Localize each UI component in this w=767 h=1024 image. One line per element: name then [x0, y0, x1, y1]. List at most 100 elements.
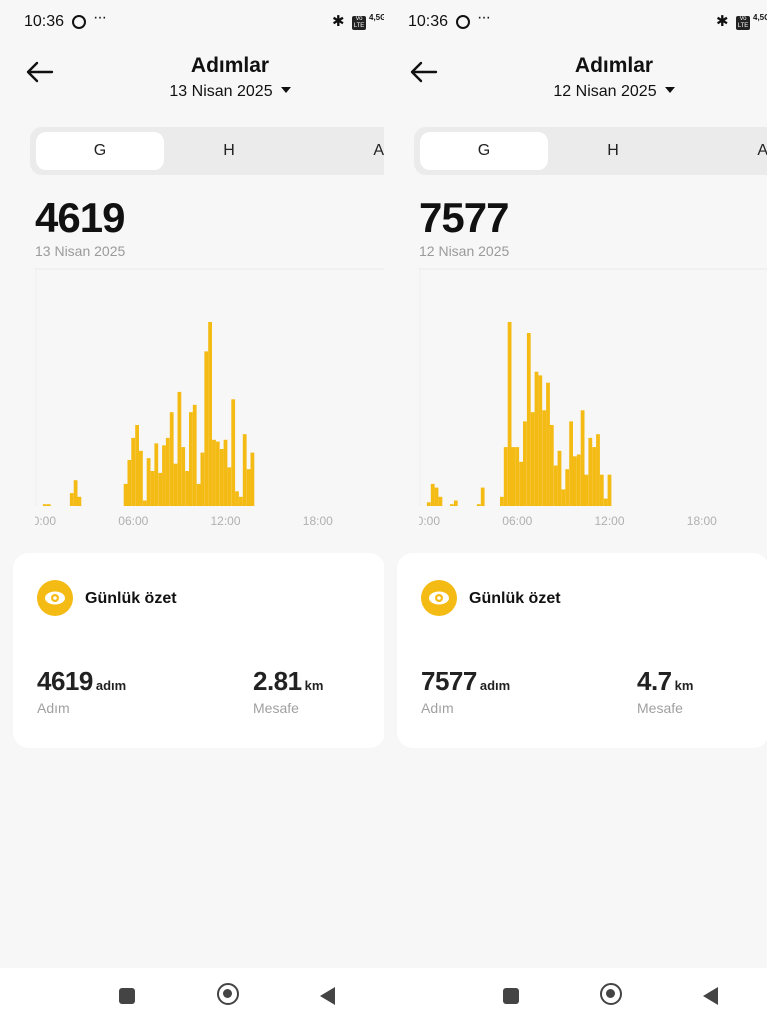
tab-day[interactable]: G — [420, 132, 548, 170]
volte-icon: Vo LTE — [352, 16, 366, 30]
chart-bar — [596, 434, 600, 506]
chart-bar — [250, 452, 255, 506]
date-label: 13 Nisan 2025 — [169, 83, 273, 100]
chart-bar — [46, 504, 51, 506]
chart-bar — [603, 498, 608, 506]
chart-bar — [189, 412, 193, 506]
caret-down-icon — [280, 86, 291, 93]
chart-bar — [42, 504, 47, 506]
steps-unit: adım — [479, 678, 511, 693]
steps-value: 7577 — [421, 666, 477, 696]
chart-bar — [196, 483, 201, 506]
chart-bar — [223, 439, 228, 506]
tab-day[interactable]: G — [36, 132, 164, 170]
chart-bar — [515, 447, 520, 506]
network-speed: 4,5G — [369, 13, 384, 22]
chart-bar — [77, 496, 82, 506]
notification-ring-icon — [72, 15, 86, 29]
status-time: 10:36 — [408, 13, 449, 30]
chart-bar — [208, 322, 212, 506]
chart-bar — [227, 467, 232, 506]
step-count: 4619 — [35, 194, 125, 241]
chart-bar — [534, 371, 539, 506]
distance-label: Mesafe — [253, 700, 299, 716]
chart-tick-label: 18:00 — [303, 514, 333, 528]
chart-bar — [127, 460, 132, 506]
chart-bar — [154, 443, 159, 506]
date-label: 12 Nisan 2025 — [553, 83, 657, 100]
chart-bar — [162, 445, 166, 506]
header: Adımlar 12 Nisan 2025 — [384, 50, 767, 110]
chart-bar — [553, 465, 558, 506]
chart-bar — [503, 447, 508, 506]
arrow-left-icon — [410, 61, 438, 83]
chart-bar — [69, 493, 74, 506]
page-title: Adımlar — [190, 54, 270, 77]
chart-bar — [542, 410, 547, 506]
chart-bar — [146, 458, 151, 506]
daily-summary-card[interactable]: Günlük özet 4619 adım Adım 2.81 km Mesafe — [13, 553, 384, 748]
header: Adımlar 13 Nisan 2025 — [0, 50, 384, 110]
page-title: Adımlar — [574, 54, 654, 77]
chart-bar — [219, 449, 224, 506]
chart-bar — [569, 421, 573, 506]
chart-bar — [192, 404, 197, 506]
chart-bar — [242, 434, 247, 506]
chart-tick-label: 06:00 — [502, 514, 532, 528]
steps-value: 4619 — [37, 666, 93, 696]
notification-ring-icon — [456, 15, 470, 29]
chart-tick-label: 00:00 — [419, 514, 440, 528]
chart-bar — [588, 437, 593, 506]
chart-bar — [530, 412, 535, 506]
chart-bar — [239, 496, 243, 506]
recent-apps-button[interactable] — [503, 988, 519, 1004]
bluetooth-icon: ✱ — [716, 13, 729, 30]
chart-bar — [438, 496, 443, 506]
date-selector[interactable]: 12 Nisan 2025 — [384, 83, 767, 101]
home-button[interactable] — [217, 983, 239, 1005]
chart-bar — [576, 454, 581, 506]
chart-tick-label: 00:00 — [35, 514, 56, 528]
tab-week[interactable]: H — [607, 142, 619, 159]
chart-bar — [476, 504, 481, 506]
chart-bar — [450, 504, 454, 506]
chart-bar — [557, 450, 562, 506]
steps-metric: 4619 adım Adım — [37, 666, 126, 716]
steps-label: Adım — [421, 700, 454, 716]
arrow-left-icon — [26, 61, 54, 83]
chart-bar — [181, 447, 186, 506]
back-button[interactable] — [24, 58, 58, 86]
status-time: 10:36 — [24, 13, 65, 30]
caret-down-icon — [664, 86, 675, 93]
back-button[interactable] — [408, 58, 442, 86]
nav-back-button[interactable] — [703, 987, 718, 1005]
tab-month[interactable]: A — [757, 142, 767, 159]
distance-metric: 4.7 km Mesafe — [637, 666, 693, 716]
distance-unit: km — [304, 678, 324, 693]
chart-bar — [426, 502, 431, 506]
chart-bar — [507, 322, 512, 506]
chart-bar — [607, 474, 612, 506]
eye-icon — [37, 580, 73, 616]
chart-bar — [246, 469, 251, 506]
tab-week[interactable]: H — [223, 142, 235, 159]
chart-bar — [212, 439, 216, 506]
distance-unit: km — [674, 678, 694, 693]
summary-title: Günlük özet — [85, 590, 177, 607]
chart-bar — [185, 471, 189, 506]
daily-summary-card[interactable]: Günlük özet 7577 adım Adım 4.7 km Mesafe — [397, 553, 767, 748]
chart-bar — [549, 425, 554, 506]
home-button[interactable] — [600, 983, 622, 1005]
distance-value: 4.7 — [637, 666, 672, 696]
date-selector[interactable]: 13 Nisan 2025 — [0, 83, 384, 101]
tab-month[interactable]: A — [373, 142, 384, 159]
chart-bar — [135, 425, 139, 506]
chart-bar — [519, 461, 523, 506]
count-date: 12 Nisan 2025 — [419, 243, 510, 259]
recent-apps-button[interactable] — [119, 988, 135, 1004]
nav-back-button[interactable] — [320, 987, 335, 1005]
